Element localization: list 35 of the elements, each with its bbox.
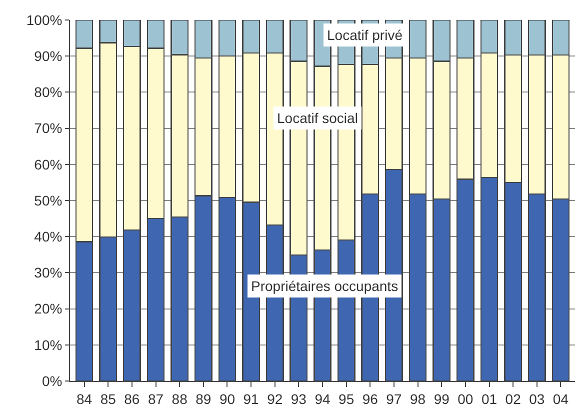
- series-label: Propriétaires occupants: [251, 278, 398, 294]
- series-label: Locatif social: [277, 110, 358, 126]
- y-tick-label: 40%: [34, 228, 62, 244]
- series-label: Locatif privé: [327, 27, 403, 43]
- x-tick-label: 02: [505, 390, 522, 407]
- x-tick-label: 87: [148, 390, 164, 407]
- x-tick-label: 94: [314, 390, 330, 407]
- y-tick-label: 90%: [34, 48, 62, 64]
- x-tick-label: 86: [124, 390, 140, 407]
- x-tick-label: 85: [100, 390, 116, 407]
- x-tick-label: 96: [362, 390, 378, 407]
- x-tick-label: 88: [172, 390, 188, 407]
- x-tick-label: 99: [434, 390, 450, 407]
- y-tick-label: 50%: [34, 192, 62, 208]
- x-tick-label: 00: [458, 390, 474, 407]
- x-tick-label: 84: [76, 390, 92, 407]
- x-tick-label: 90: [219, 390, 236, 407]
- y-tick-label: 0%: [42, 372, 62, 389]
- y-tick-label: 10%: [34, 336, 62, 353]
- x-tick-label: 89: [196, 390, 212, 407]
- y-tick-label: 60%: [34, 156, 62, 172]
- y-tick-label: 20%: [34, 300, 62, 317]
- x-tick-label: 01: [481, 390, 498, 407]
- y-tick-label: 30%: [34, 264, 62, 281]
- y-tick-label: 80%: [34, 84, 62, 100]
- x-tick-label: 04: [552, 390, 569, 407]
- x-tick-label: 93: [290, 390, 307, 407]
- x-tick-label: 92: [267, 390, 283, 407]
- y-tick-label: 100%: [26, 12, 62, 28]
- x-tick-label: 95: [338, 390, 354, 407]
- x-tick-label: 98: [410, 390, 426, 407]
- y-tick-label: 70%: [34, 120, 62, 136]
- x-tick-label: 97: [386, 390, 402, 407]
- x-tick-label: 03: [529, 390, 545, 407]
- x-tick-label: 91: [243, 390, 260, 407]
